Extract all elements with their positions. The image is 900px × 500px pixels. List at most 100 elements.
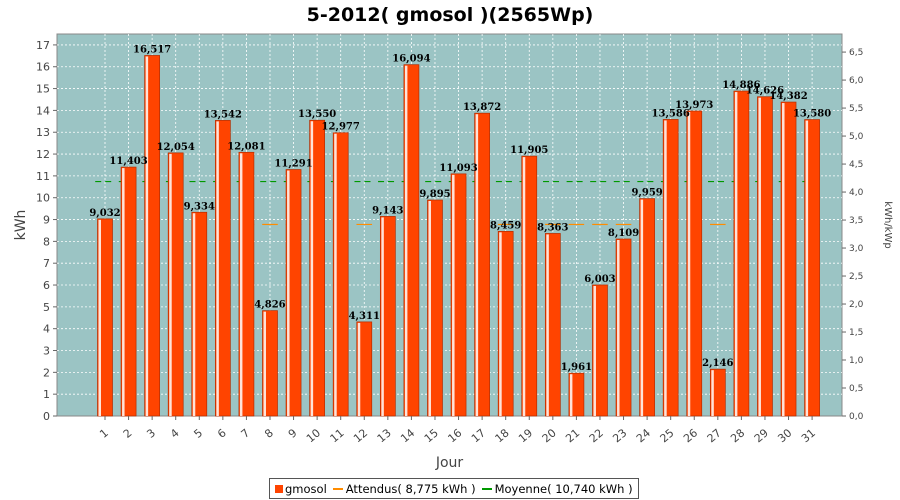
bar-highlight-day-26 [687,111,691,416]
x-tick-label-2: 2 [121,426,135,440]
data-label-day-5: 9,334 [184,201,215,212]
right-tick-label-2,5: 2,5 [849,272,863,282]
legend-label-attendus: Attendus( 8,775 kWh ) [345,481,476,496]
x-tick-label-7: 7 [239,426,253,440]
bar-highlight-day-17 [475,114,479,416]
data-label-day-2: 11,403 [109,156,147,167]
y-tick-label-0: 0 [43,410,50,423]
right-tick-label-1,0: 1,0 [849,356,864,366]
x-tick-label-29: 29 [752,426,771,445]
bar-highlight-day-16 [452,174,455,416]
bar-highlight-day-28 [734,92,738,417]
data-label-day-14: 16,094 [392,54,430,65]
legend-swatch-attendus [332,487,343,490]
data-label-day-3: 16,517 [133,44,171,55]
x-tick-label-10: 10 [304,426,323,445]
data-label-day-30: 14,382 [769,91,807,102]
right-tick-label-5,0: 5,0 [849,132,864,142]
data-label-day-6: 13,542 [204,109,242,120]
y-tick-label-12: 12 [36,148,50,161]
bar-highlight-day-15 [428,201,431,416]
y-tick-label-11: 11 [36,170,50,183]
bar-highlight-day-2 [122,168,125,416]
y-tick-label-13: 13 [36,126,50,139]
legend-item-moyenne: Moyenne( 10,740 kWh ) [481,481,633,496]
x-tick-label-13: 13 [375,426,394,445]
bar-highlight-day-7 [239,153,243,416]
data-label-day-31: 13,580 [793,109,831,120]
bar-highlight-day-1 [98,219,101,416]
bar-highlight-day-6 [216,121,219,416]
y-tick-label-7: 7 [43,257,50,270]
data-label-day-15: 9,895 [419,189,450,200]
bar-highlight-day-31 [805,120,809,417]
x-tick-label-21: 21 [563,426,582,445]
data-label-day-12: 4,311 [349,311,380,322]
y-tick-label-1: 1 [43,388,50,401]
data-label-day-25: 13,586 [652,108,690,119]
data-label-day-20: 8,363 [537,222,568,233]
y-axis-label: kWh [13,210,29,241]
data-label-day-10: 13,550 [298,109,336,120]
bar-highlight-day-5 [192,213,196,416]
x-tick-label-16: 16 [445,426,464,445]
legend-label-gmosol: gmosol [285,481,327,496]
bar-highlight-day-19 [522,157,526,416]
bar-highlight-day-27 [711,370,714,416]
data-label-day-26: 13,973 [675,100,713,111]
x-tick-label-31: 31 [799,426,818,445]
data-label-day-17: 13,872 [463,102,501,113]
y-tick-label-15: 15 [36,83,50,96]
x-tick-label-30: 30 [775,426,794,445]
x-tick-label-9: 9 [286,426,300,440]
data-label-day-19: 11,905 [510,145,548,156]
data-label-day-29: 14,626 [746,86,784,97]
bar-highlight-day-20 [546,234,549,416]
x-tick-label-20: 20 [540,426,559,445]
x-tick-label-23: 23 [610,426,629,445]
legend-item-attendus: Attendus( 8,775 kWh ) [332,481,476,496]
y-tick-label-17: 17 [36,39,50,52]
right-tick-label-6,0: 6,0 [849,76,864,86]
bars [97,55,820,417]
legend-swatch-gmosol [275,484,283,493]
legend: gmosol Attendus( 8,775 kWh ) Moyenne( 10… [269,478,639,499]
y-tick-label-6: 6 [43,279,50,292]
data-label-day-1: 9,032 [89,208,120,219]
bar-highlight-day-8 [263,311,266,416]
bar-highlight-day-18 [499,232,502,416]
y-tick-label-4: 4 [43,323,50,336]
y-tick-label-3: 3 [43,345,50,358]
x-tick-label-26: 26 [681,426,700,445]
right-tick-label-5,5: 5,5 [849,104,863,114]
grid-lines [57,34,842,416]
x-axis-label: Jour [435,455,464,471]
right-tick-label-4,0: 4,0 [849,188,864,198]
y-tick-label-5: 5 [43,301,50,314]
data-label-day-13: 9,143 [372,205,403,216]
right-tick-label-1,5: 1,5 [849,328,863,338]
data-label-day-11: 12,977 [322,122,360,133]
right-tick-label-0,5: 0,5 [849,384,863,394]
bar-highlight-day-12 [357,322,361,416]
right-tick-label-6,5: 6,5 [849,48,863,58]
y-tick-label-8: 8 [43,235,50,248]
x-tick-label-4: 4 [168,426,182,440]
legend-item-gmosol: gmosol [275,482,327,496]
data-label-day-22: 6,003 [584,274,615,285]
right-tick-label-3,0: 3,0 [849,244,864,254]
bar-highlight-day-23 [617,239,620,416]
legend-swatch-moyenne [481,487,492,490]
data-label-day-23: 8,109 [608,228,639,239]
chart-title: 5-2012( gmosol )(2565Wp) [306,4,594,26]
x-tick-label-27: 27 [705,426,724,445]
right-tick-label-3,5: 3,5 [849,216,863,226]
bar-highlight-day-14 [404,65,408,416]
bar-highlight-day-25 [664,120,667,417]
bar-highlight-day-9 [287,170,290,416]
bar-highlight-day-29 [758,97,761,416]
y-tick-label-16: 16 [36,61,50,74]
x-tick-label-1: 1 [97,426,111,440]
bar-highlight-day-30 [782,103,785,416]
legend-label-moyenne: Moyenne( 10,740 kWh ) [494,481,633,496]
